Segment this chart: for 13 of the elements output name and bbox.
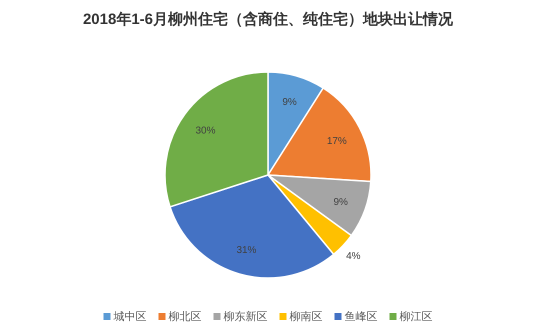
data-label: 30%	[195, 126, 216, 137]
legend-label: 柳东新区	[224, 310, 268, 323]
legend-label: 城中区	[112, 310, 146, 323]
data-label: 4%	[346, 251, 361, 262]
legend-label: 柳北区	[168, 310, 202, 323]
legend-label: 柳江区	[400, 311, 432, 323]
legend-label: 柳南区	[290, 310, 322, 323]
data-label: 31%	[236, 245, 257, 256]
data-label: 9%	[282, 96, 297, 108]
chart-title: 2018年1-6月柳州住宅（含商住、纯住宅）地块出让情况	[82, 10, 454, 28]
legend-label: 鱼峰区	[344, 311, 378, 323]
data-label: 9%	[333, 197, 348, 208]
data-label: 17%	[326, 136, 347, 147]
